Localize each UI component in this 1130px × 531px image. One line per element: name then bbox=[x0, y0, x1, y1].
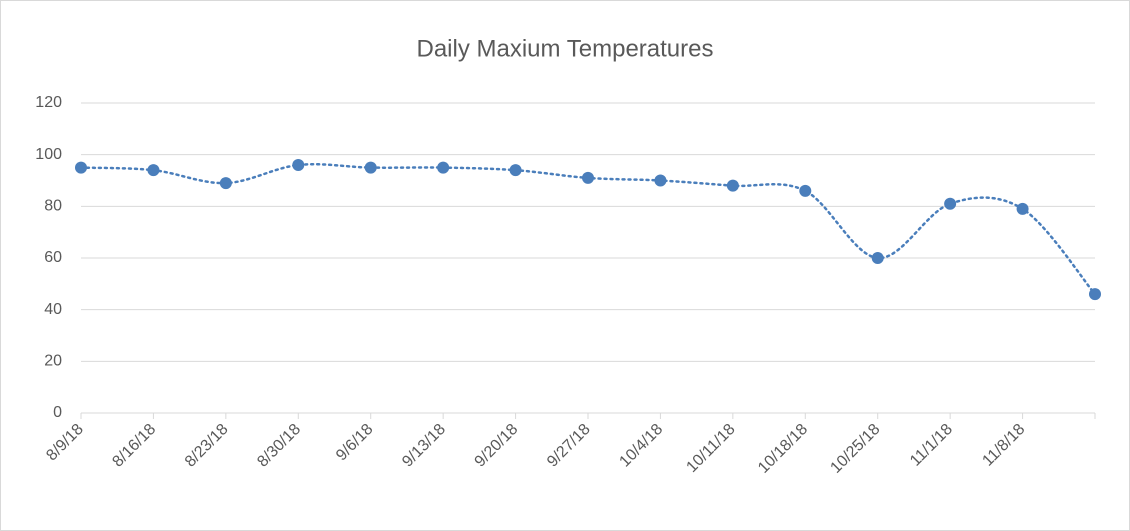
data-point bbox=[1089, 288, 1101, 301]
y-tick-label: 80 bbox=[44, 198, 62, 215]
y-tick-label: 120 bbox=[35, 94, 62, 111]
y-tick-label: 60 bbox=[44, 249, 62, 266]
data-point bbox=[292, 159, 305, 171]
y-tick-label: 100 bbox=[35, 146, 62, 163]
data-point bbox=[726, 179, 739, 192]
y-tick-label: 0 bbox=[53, 404, 62, 421]
data-point bbox=[219, 177, 232, 190]
y-tick-label: 20 bbox=[44, 353, 62, 370]
data-point bbox=[799, 184, 812, 197]
data-point bbox=[654, 174, 667, 187]
chart-title: Daily Maxium Temperatures bbox=[417, 35, 714, 62]
y-tick-label: 40 bbox=[44, 301, 62, 318]
data-point bbox=[147, 164, 160, 177]
data-point bbox=[582, 171, 594, 184]
data-point bbox=[944, 197, 957, 210]
data-point bbox=[75, 161, 87, 174]
data-point bbox=[364, 161, 377, 174]
data-point bbox=[871, 252, 884, 264]
data-point bbox=[437, 161, 450, 174]
data-point bbox=[1016, 202, 1029, 215]
series-line bbox=[79, 162, 1097, 296]
data-point bbox=[509, 164, 522, 177]
